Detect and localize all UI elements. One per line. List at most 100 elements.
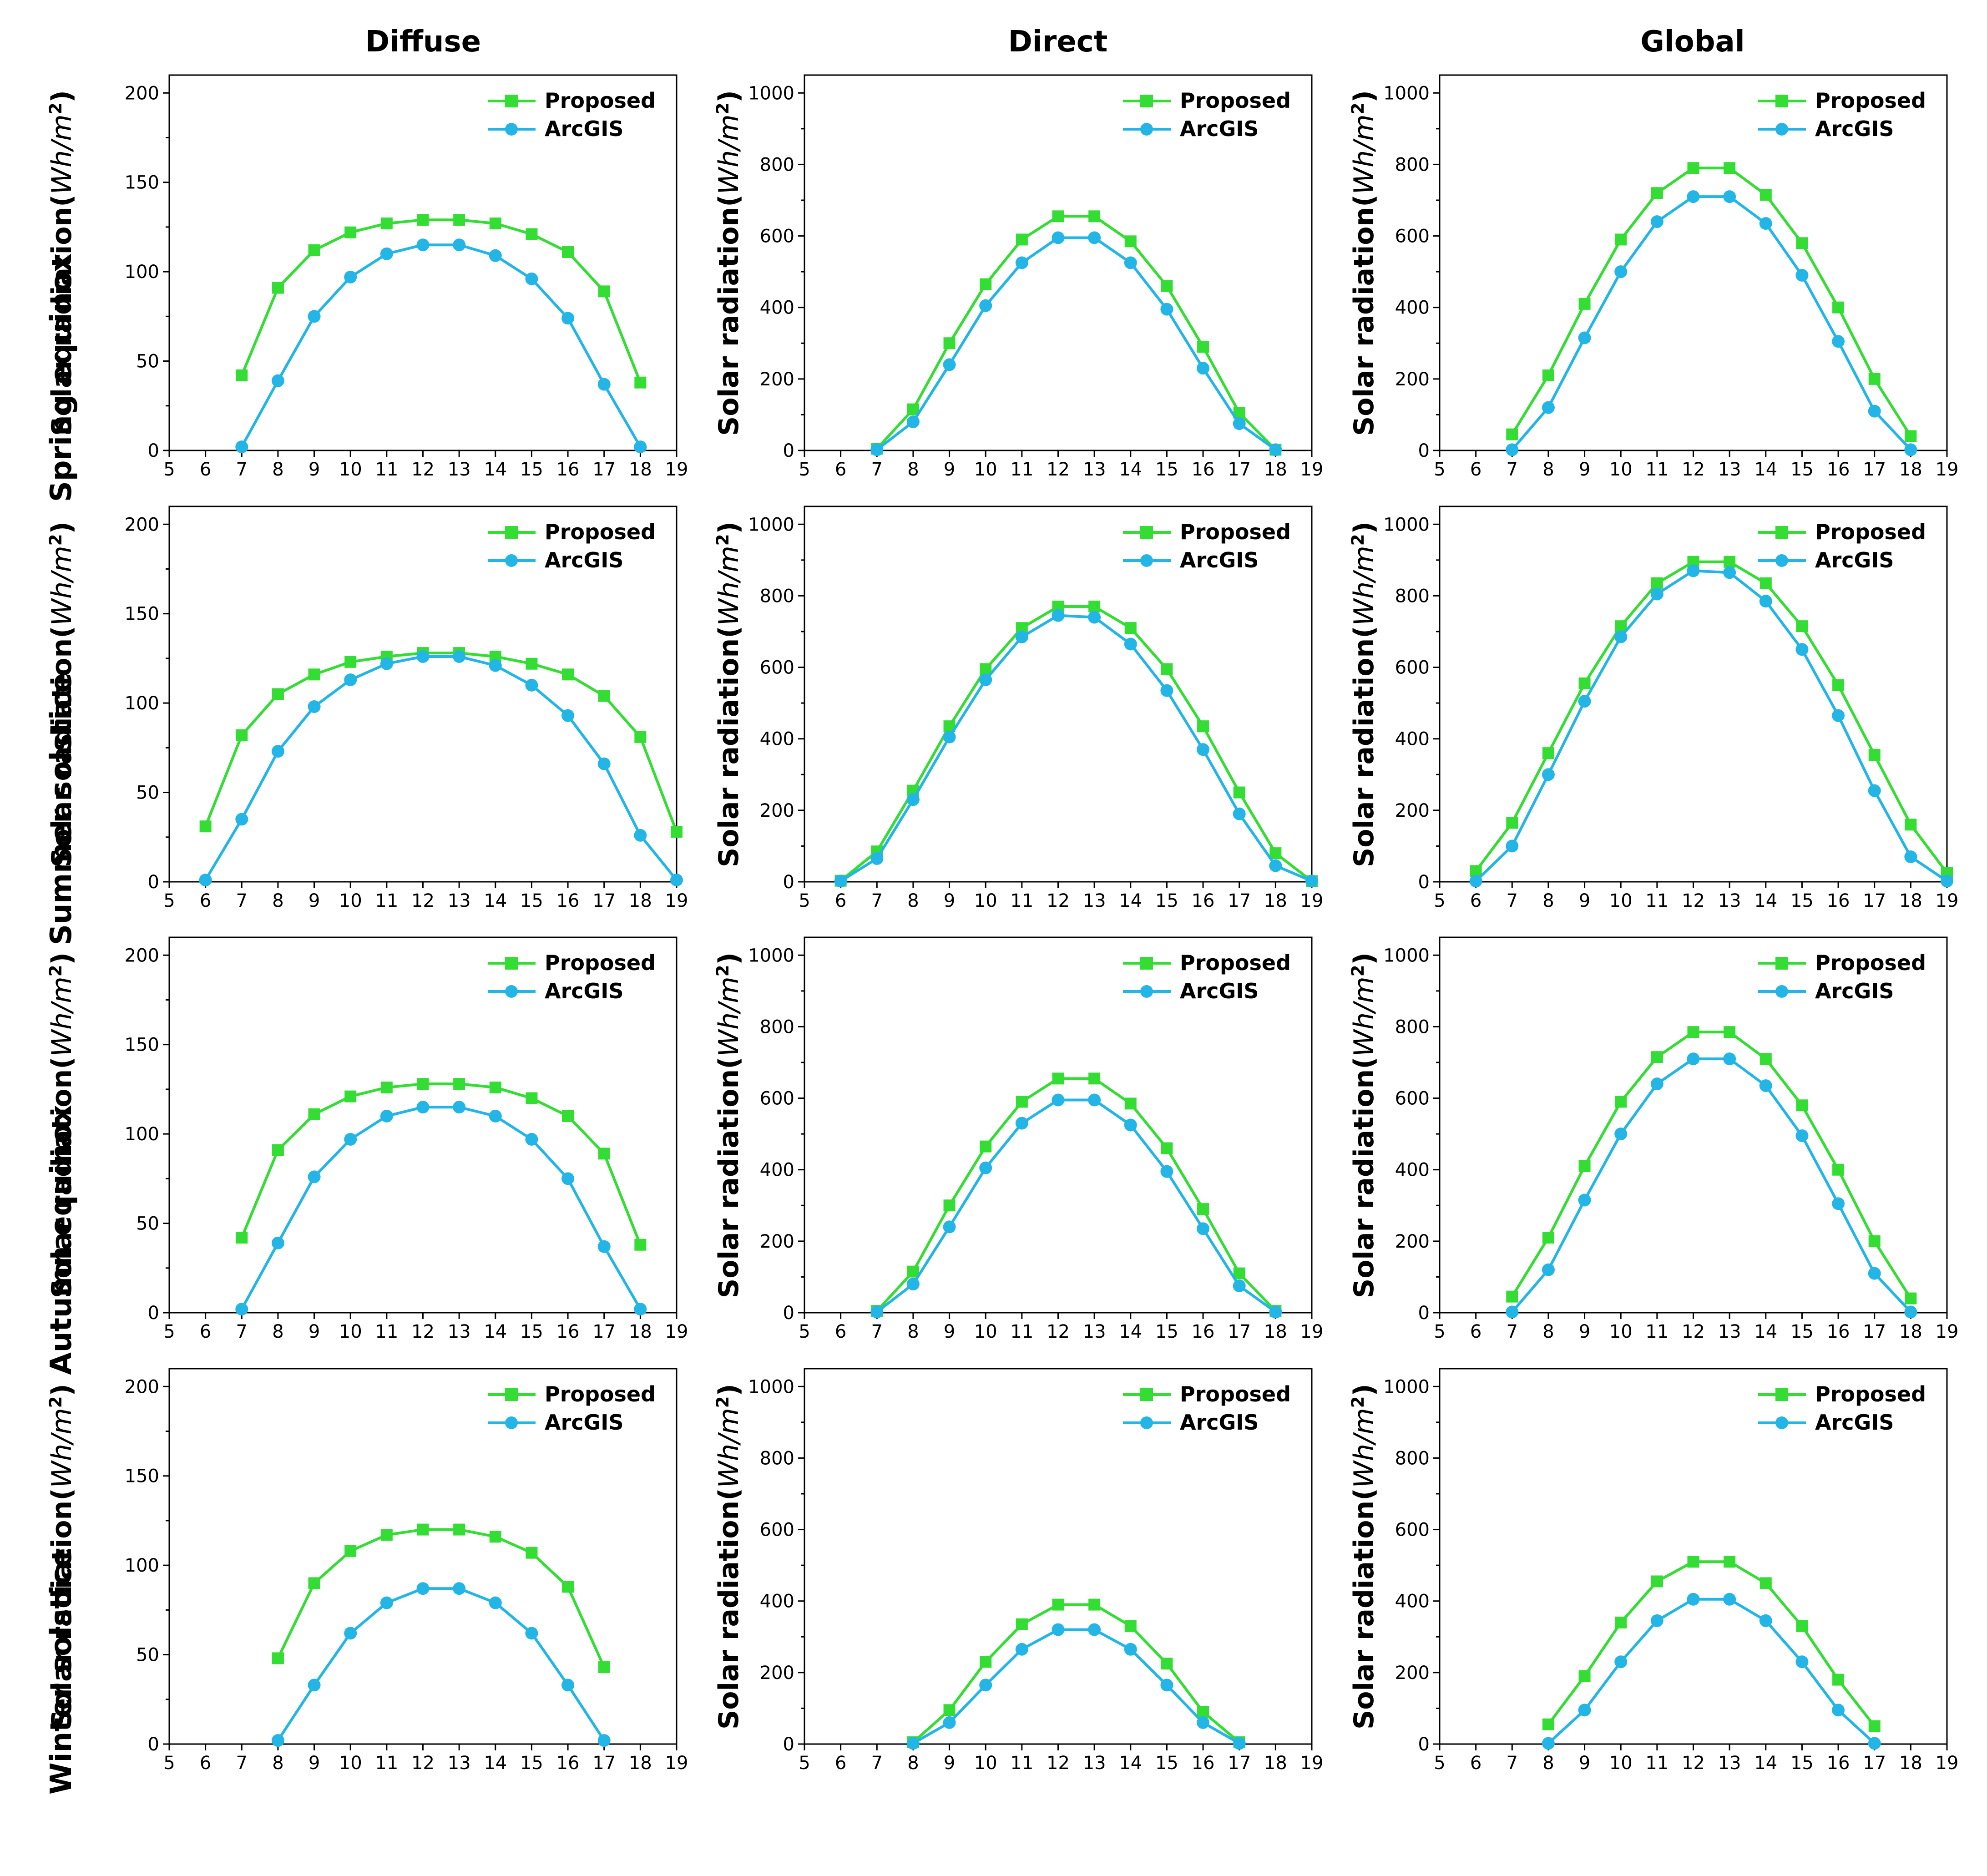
data-point-square — [1868, 1235, 1881, 1247]
x-tick-label: 18 — [629, 459, 652, 480]
x-tick-label: 7 — [871, 890, 883, 911]
x-tick-label: 13 — [1083, 1753, 1106, 1774]
series-arcgis — [870, 231, 1282, 456]
legend-square-icon — [1123, 86, 1171, 115]
x-tick-label: 19 — [1300, 890, 1324, 911]
data-point-square — [980, 663, 992, 675]
series-arcgis — [1506, 1052, 1917, 1319]
data-point-circle — [1542, 768, 1555, 781]
data-point-circle — [1052, 609, 1065, 622]
data-point-square — [1542, 1232, 1554, 1244]
data-point-circle — [597, 1734, 611, 1747]
chart-winter-solstice-global: 5 6 7 8 9 10 11 12 13 14 15 16 17 18 19 0 200 400 600 800 10… — [1383, 1368, 1958, 1774]
data-point-circle — [344, 270, 357, 283]
data-point-circle — [1868, 1267, 1881, 1280]
data-point-circle — [1723, 1052, 1736, 1066]
data-point-circle — [1015, 256, 1028, 269]
y-tick-label: 0 — [1418, 1303, 1430, 1324]
series-line-proposed — [240, 1082, 642, 1245]
legend-label: Proposed — [545, 951, 656, 975]
x-tick-label: 11 — [1645, 1753, 1668, 1774]
x-tick-label: 11 — [375, 1753, 398, 1774]
legend-square-icon — [1758, 518, 1806, 546]
y-axis-label-part: 2 — [713, 102, 733, 114]
data-point-circle — [235, 440, 248, 454]
data-point-square — [1124, 235, 1137, 248]
data-point-square — [526, 228, 538, 240]
x-tick-label: 16 — [556, 1321, 580, 1342]
x-tick-label: 11 — [1645, 459, 1668, 480]
x-tick-label: 9 — [1579, 459, 1590, 480]
y-tick-label: 800 — [1395, 1016, 1430, 1037]
data-point-circle — [670, 874, 683, 887]
x-tick-label: 18 — [1899, 459, 1922, 480]
data-point-circle — [416, 1101, 430, 1114]
data-point-square — [634, 1239, 647, 1251]
y-axis-label: Solar radiation(Wh/m2) — [37, 490, 78, 899]
x-tick-label: 14 — [484, 1753, 507, 1774]
y-tick-label: 50 — [136, 1214, 159, 1234]
y-tick-label: 100 — [125, 1124, 159, 1145]
y-tick-label: 200 — [1395, 800, 1430, 821]
data-point-circle — [489, 249, 502, 262]
data-point-square — [1905, 1292, 1917, 1305]
x-tick-label: 8 — [272, 459, 283, 480]
data-point-circle — [979, 1679, 992, 1692]
data-point-circle — [1759, 1079, 1772, 1092]
x-tick-label: 17 — [1863, 459, 1886, 480]
x-tick-label: 10 — [339, 1753, 362, 1774]
y-tick-label: 50 — [136, 783, 159, 804]
data-point-circle — [344, 1627, 357, 1640]
x-tick-label: 9 — [308, 1753, 320, 1774]
x-tick-label: 11 — [1010, 890, 1033, 911]
data-point-circle — [1233, 1279, 1246, 1293]
y-axis-label: Solar radiation(Wh/m2) — [1340, 58, 1380, 468]
data-point-circle — [1124, 1118, 1137, 1132]
legend: Proposed ArcGIS — [488, 1380, 656, 1436]
data-point-square — [1016, 1096, 1028, 1108]
x-tick-label: 11 — [1645, 890, 1668, 911]
data-point-circle — [943, 1220, 956, 1234]
x-tick-label: 19 — [1936, 890, 1959, 911]
legend-label: Proposed — [545, 1382, 656, 1406]
data-point-circle — [1578, 331, 1591, 344]
legend-circle-icon — [1758, 115, 1806, 143]
legend-label: ArcGIS — [1815, 1410, 1894, 1435]
x-tick-label: 16 — [1192, 459, 1215, 480]
y-axis-label-part: ) — [46, 521, 78, 534]
data-point-square — [344, 1090, 357, 1102]
data-point-circle — [1868, 405, 1881, 418]
data-point-circle — [979, 673, 992, 687]
legend-square-icon — [1123, 518, 1171, 546]
data-point-circle — [199, 874, 212, 887]
y-axis-label-part: ) — [713, 90, 745, 102]
data-point-circle — [906, 1737, 920, 1750]
x-tick-label: 14 — [1754, 1321, 1777, 1342]
x-tick-label: 7 — [1507, 1321, 1518, 1342]
x-tick-label: 9 — [944, 890, 955, 911]
y-tick-label: 200 — [760, 1663, 794, 1684]
x-tick-label: 14 — [1119, 1321, 1142, 1342]
x-tick-label: 17 — [592, 1753, 616, 1774]
legend-label: ArcGIS — [545, 116, 624, 141]
data-point-circle — [1506, 1305, 1519, 1319]
x-tick-label: 8 — [907, 890, 919, 911]
legend-circle-icon — [1123, 546, 1171, 574]
x-tick-label: 6 — [1470, 1753, 1481, 1774]
legend-square-icon — [488, 949, 536, 977]
x-tick-label: 18 — [1899, 1321, 1922, 1342]
y-axis-label-part: Solar radiation( — [1348, 1056, 1380, 1298]
y-tick-label: 800 — [1395, 1448, 1430, 1469]
data-point-square — [1759, 1053, 1772, 1065]
data-point-square — [1542, 369, 1554, 381]
data-point-circle — [1795, 643, 1809, 656]
y-tick-label: 400 — [760, 1591, 794, 1612]
y-tick-label: 0 — [148, 872, 159, 893]
x-tick-label: 19 — [665, 459, 688, 480]
data-point-circle — [1088, 231, 1101, 244]
series-arcgis — [870, 1093, 1282, 1319]
data-point-square — [1724, 1026, 1736, 1038]
x-tick-label: 19 — [665, 1321, 688, 1342]
legend: Proposed ArcGIS — [488, 86, 656, 143]
